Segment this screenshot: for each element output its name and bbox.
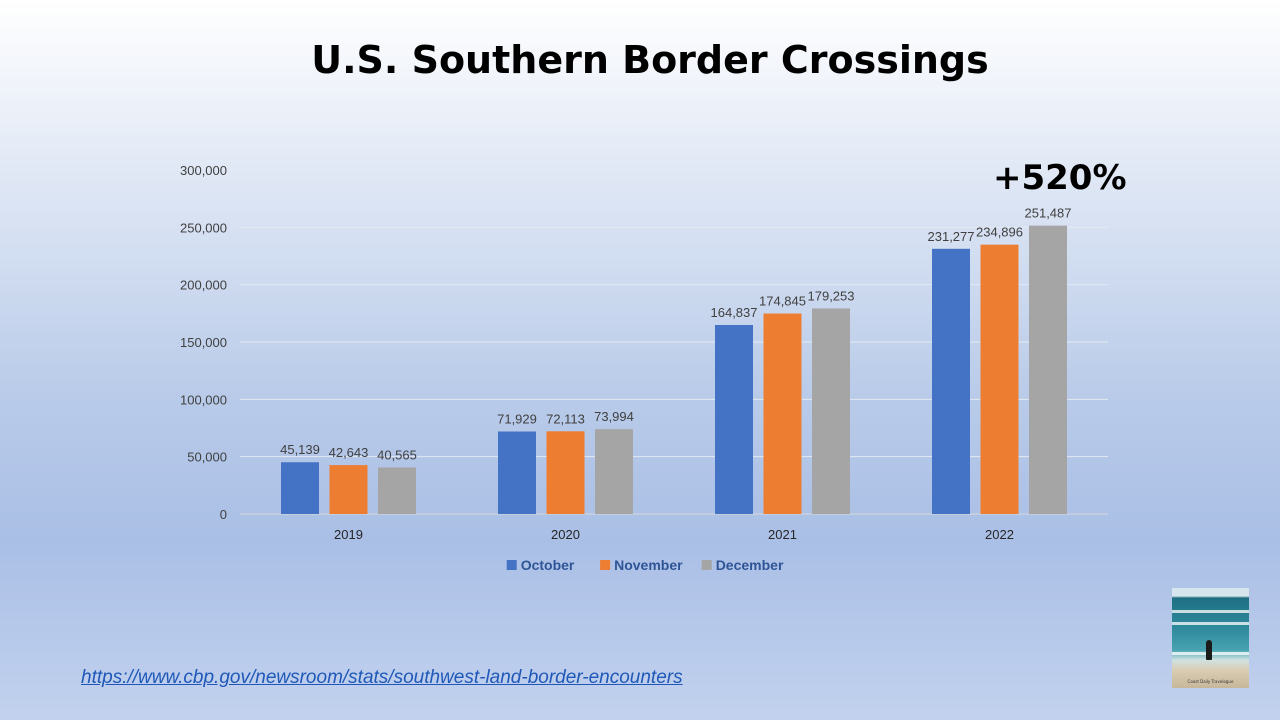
bar-october-2020 — [498, 431, 536, 514]
y-tick-label: 200,000 — [180, 278, 227, 293]
bar-november-2022 — [980, 244, 1019, 514]
y-tick-label: 0 — [220, 507, 227, 522]
bar-november-2019 — [329, 465, 368, 514]
wave-line — [1172, 610, 1249, 613]
data-label: 164,837 — [711, 305, 758, 320]
bar-december-2022 — [1029, 225, 1067, 514]
source-link[interactable]: https://www.cbp.gov/newsroom/stats/south… — [81, 667, 683, 688]
legend-label-november: November — [614, 557, 683, 573]
data-label: 72,113 — [546, 411, 585, 426]
percent-change-callout: +520% — [993, 158, 1127, 198]
legend-label-december: December — [716, 557, 784, 573]
x-tick-label: 2021 — [768, 527, 797, 542]
beach-photo-icon: Coast Daily Travelogue — [1172, 588, 1249, 688]
photo-caption: Coast Daily Travelogue — [1187, 679, 1234, 684]
bar-october-2019 — [281, 462, 319, 514]
data-label: 71,929 — [497, 412, 537, 427]
wave-line — [1172, 622, 1249, 625]
x-tick-label: 2022 — [985, 527, 1014, 542]
data-label: 231,277 — [928, 229, 975, 244]
bar-december-2020 — [595, 429, 633, 514]
data-label: 251,487 — [1025, 206, 1072, 221]
person-figure — [1206, 640, 1212, 660]
legend-swatch-december — [701, 560, 712, 570]
data-label: 73,994 — [594, 409, 634, 424]
x-tick-label: 2019 — [334, 527, 363, 542]
y-tick-label: 100,000 — [180, 392, 227, 407]
legend-swatch-october — [506, 560, 517, 570]
slide-title: U.S. Southern Border Crossings — [311, 38, 989, 82]
legend-swatch-november — [600, 560, 611, 570]
bar-october-2022 — [932, 248, 970, 514]
bar-november-2020 — [546, 431, 585, 514]
bar-december-2019 — [378, 467, 416, 514]
data-label: 174,845 — [759, 294, 806, 309]
bar-december-2021 — [812, 308, 850, 514]
x-tick-label: 2020 — [551, 527, 580, 542]
bar-november-2021 — [763, 313, 802, 514]
data-label: 179,253 — [808, 288, 855, 303]
data-label: 40,565 — [377, 447, 417, 462]
y-tick-label: 300,000 — [180, 163, 227, 178]
data-label: 234,896 — [976, 225, 1023, 240]
y-tick-label: 250,000 — [180, 220, 227, 235]
legend-label-october: October — [521, 557, 575, 573]
y-tick-label: 150,000 — [180, 335, 227, 350]
data-label: 42,643 — [329, 445, 369, 460]
y-tick-label: 50,000 — [187, 450, 227, 465]
bar-october-2021 — [715, 324, 753, 514]
data-label: 45,139 — [280, 442, 320, 457]
